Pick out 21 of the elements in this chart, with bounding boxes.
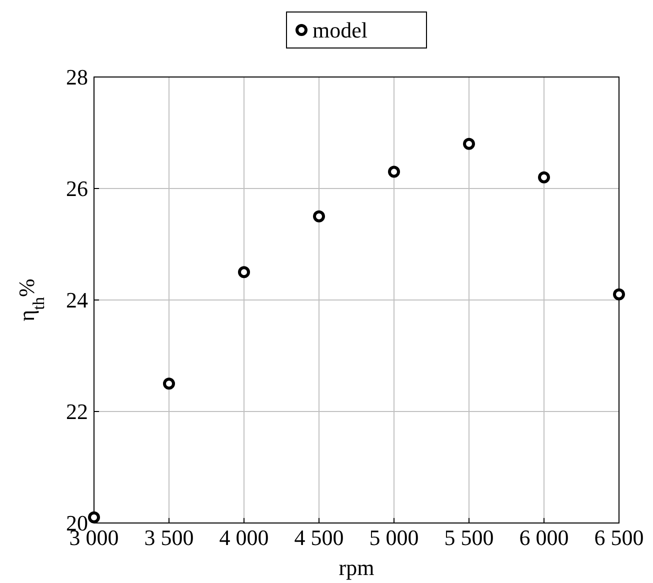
y-tick-label: 24: [66, 288, 88, 313]
point: [163, 378, 175, 390]
point: [88, 511, 100, 524]
x-tick-label: 5 000: [369, 525, 419, 550]
point: [613, 288, 625, 300]
x-tick-label: 4 000: [219, 525, 269, 550]
x-tick-label: 5 500: [444, 525, 494, 550]
x-tick-label: 6 000: [519, 525, 569, 550]
point: [538, 171, 550, 184]
point: [463, 138, 475, 150]
point: [388, 166, 400, 178]
x-axis-title: rpm: [338, 555, 374, 580]
point: [313, 210, 325, 222]
x-tick-label: 3 500: [144, 525, 194, 550]
legend-label: model: [312, 18, 368, 43]
y-tick-label: 26: [66, 176, 88, 202]
x-tick-label: 4 500: [294, 525, 344, 550]
y-tick-label: 22: [66, 399, 88, 424]
point: [238, 266, 250, 278]
y-tick-label: 28: [66, 64, 88, 90]
x-tick-label: 6 500: [594, 525, 644, 550]
